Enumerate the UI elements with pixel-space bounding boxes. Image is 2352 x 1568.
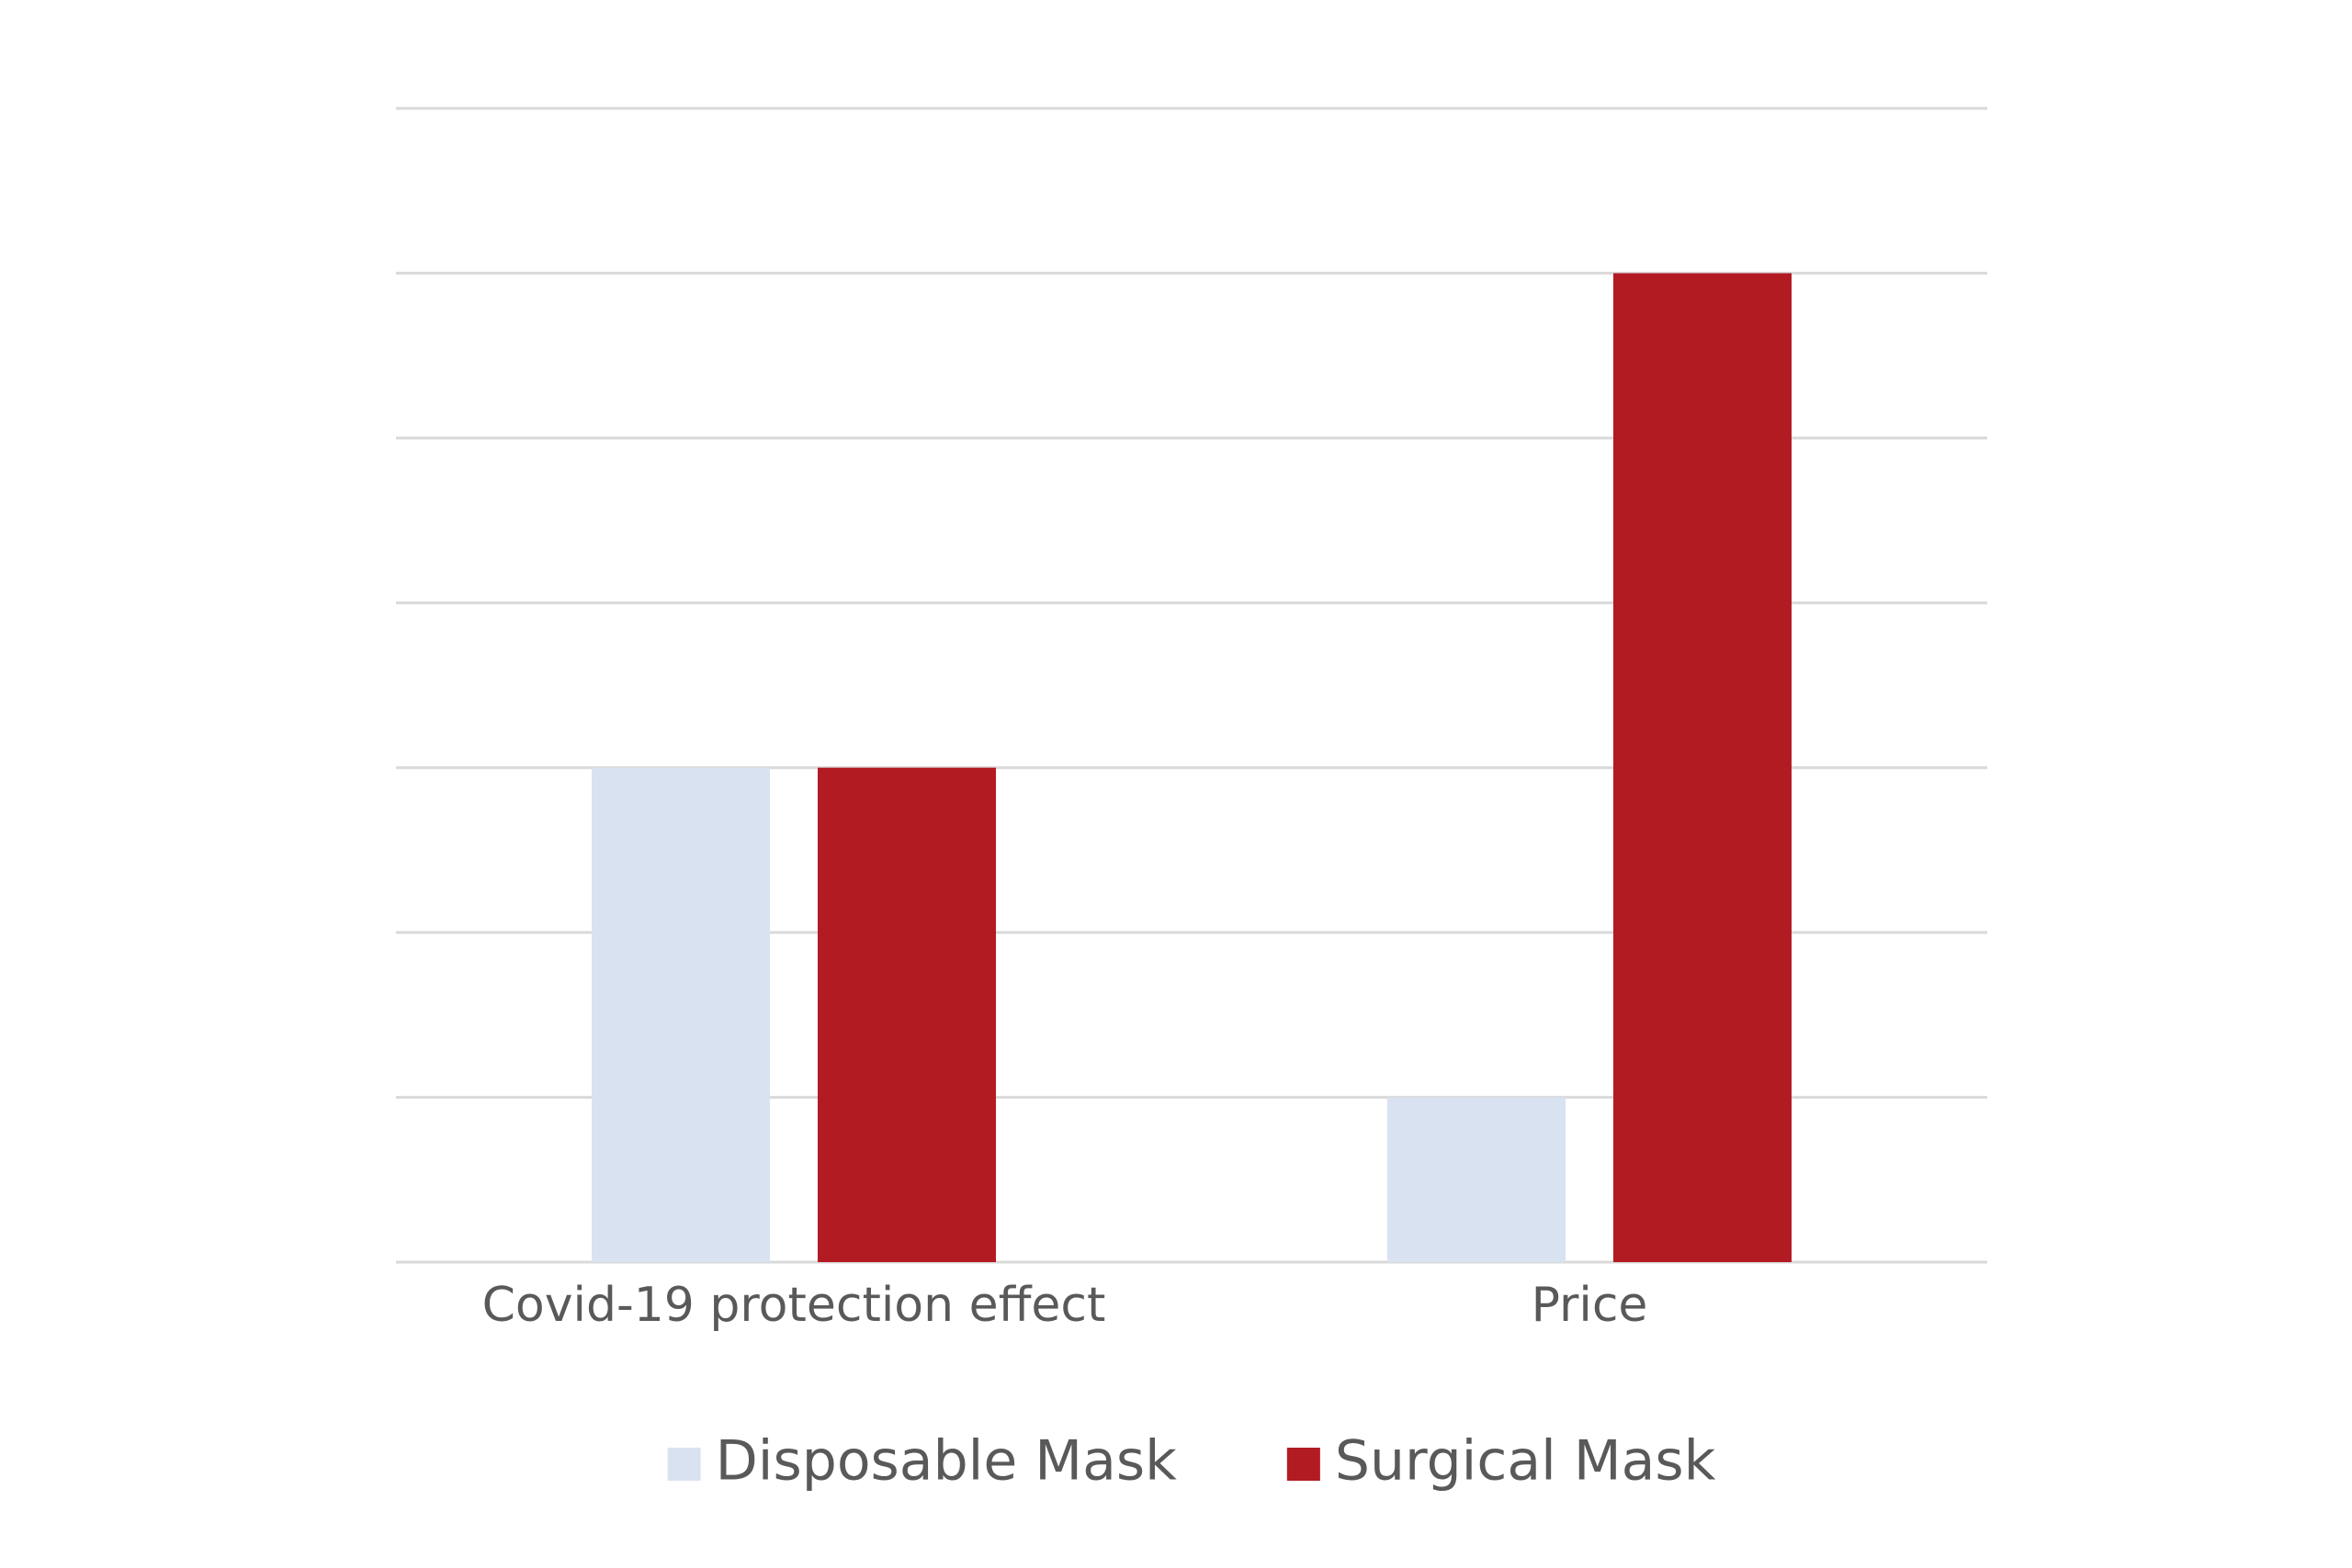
x-tick-label: Covid-19 protection effect <box>482 1278 1106 1333</box>
bar <box>1387 1097 1566 1262</box>
legend-label: Disposable Mask <box>716 1429 1177 1494</box>
legend-swatch <box>1286 1448 1320 1481</box>
legend-label: Surgical Mask <box>1335 1429 1716 1494</box>
bar <box>592 767 770 1262</box>
x-tick-label: Price <box>1532 1278 1648 1333</box>
bar <box>818 767 996 1262</box>
legend-swatch <box>667 1448 701 1481</box>
bar <box>1613 273 1792 1262</box>
